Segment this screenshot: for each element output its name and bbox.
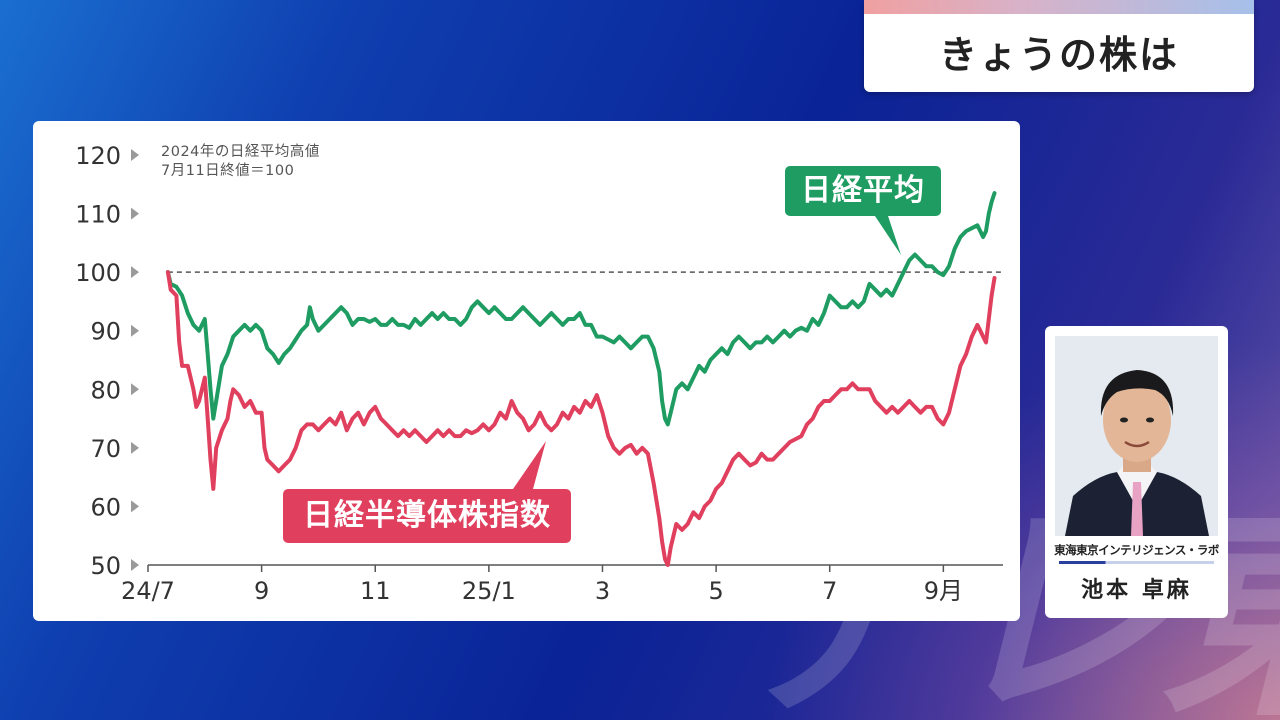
x-tick-label: 11 [360, 577, 391, 605]
y-tick-marker [131, 149, 139, 161]
y-tick-label: 100 [75, 259, 121, 287]
y-tick-marker [131, 266, 139, 279]
x-tick-label: 3 [595, 577, 610, 605]
y-tick-marker [131, 500, 139, 513]
series-label-semiconductor: 日経半導体株指数 [283, 489, 571, 543]
y-tick-marker [131, 324, 139, 337]
series-line-nikkei [165, 191, 997, 427]
x-tick-label: 9月 [924, 577, 963, 605]
y-tick-label: 90 [90, 318, 121, 346]
y-tick-label: 60 [90, 493, 121, 521]
chart-panel: 50 60 70 80 90 100 110 120 24/7 9 11 25/1 3 5 7 9月 2024… [33, 121, 1020, 621]
chart-note-line-1: 2024年の日経平均高値 [161, 144, 320, 160]
y-tick-label: 110 [75, 201, 121, 229]
y-tick-label: 80 [90, 376, 121, 404]
y-tick-marker [131, 383, 139, 396]
title-stripe [864, 0, 1254, 14]
series-label-nikkei: 日経平均 [785, 166, 941, 216]
presenter-affiliation: 東海東京インテリジェンス・ラボ [1054, 543, 1219, 557]
presenter-name: 池本 卓麻 [1081, 578, 1192, 603]
callout-pointer-nikkei [875, 216, 901, 255]
y-tick-marker [131, 207, 139, 220]
title-banner: きょうの株は [864, 0, 1254, 92]
presenter-avatar [1055, 336, 1218, 536]
presenter-photo [1055, 336, 1218, 536]
callout-pointer-semiconductor [513, 441, 546, 489]
chart-note-line-2: 7月11日終値＝100 [161, 163, 295, 179]
x-tick-label: 9 [254, 577, 269, 605]
series-line-semiconductor [165, 270, 997, 567]
x-tick-label: 5 [708, 577, 723, 605]
x-tick-label: 25/1 [462, 577, 516, 605]
x-tick-label: 7 [822, 577, 837, 605]
y-tick-marker [131, 441, 139, 454]
chart-note: 2024年の日経平均高値 7月11日終値＝100 [161, 143, 320, 181]
x-tick-label: 24/7 [121, 577, 175, 605]
page-title: きょうの株は [938, 33, 1179, 77]
y-tick-marker [131, 559, 139, 571]
affiliation-underline [1059, 561, 1214, 564]
presenter-card: 東海東京インテリジェンス・ラボ 池本 卓麻 [1045, 326, 1228, 618]
y-tick-label: 70 [90, 435, 121, 463]
y-tick-label: 120 [75, 142, 121, 170]
y-tick-label: 50 [90, 552, 121, 580]
line-chart: 50 60 70 80 90 100 110 120 24/7 9 11 25/1 3 5 7 9月 [75, 142, 1003, 605]
